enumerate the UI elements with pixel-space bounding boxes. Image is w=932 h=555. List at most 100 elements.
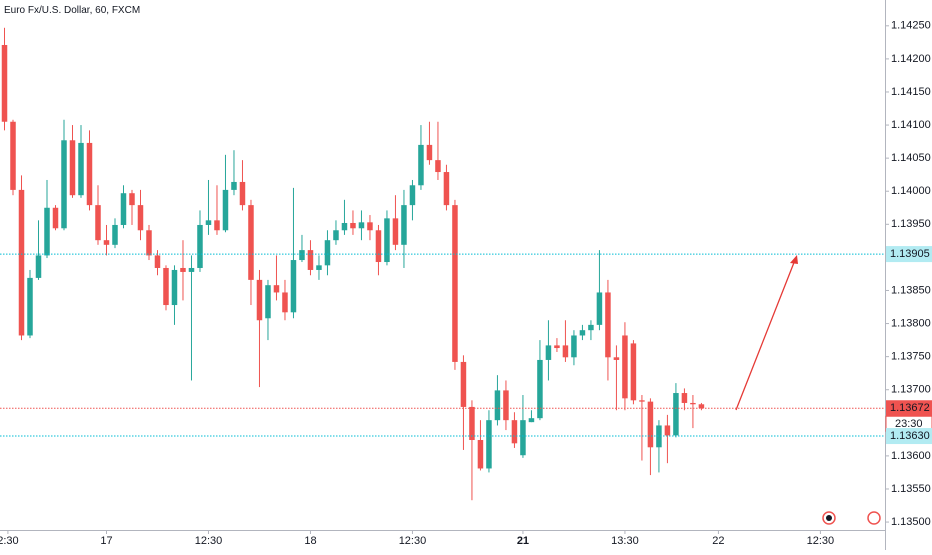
candle-body	[299, 250, 305, 261]
candle-body	[120, 193, 127, 225]
candle-body	[409, 185, 416, 206]
candle-body	[10, 121, 16, 190]
y-tick-label: 1.14150	[891, 86, 931, 98]
arrow-head	[790, 255, 798, 264]
candle-body	[324, 240, 331, 266]
event-icon-dot	[826, 515, 832, 521]
price-tag	[886, 400, 932, 417]
x-tick-label: 13:30	[611, 535, 639, 547]
candle-body	[333, 230, 339, 241]
candle-body	[681, 393, 688, 403]
candle-body	[129, 193, 135, 206]
candle-body	[647, 401, 654, 448]
candle-body	[656, 425, 662, 448]
price-tag-label: 1.13630	[890, 430, 930, 442]
candle-body	[188, 267, 195, 272]
y-tick-label: 1.13950	[891, 218, 931, 230]
candle-body	[545, 345, 552, 360]
candle-body	[690, 402, 696, 405]
candle-body	[146, 230, 152, 256]
candle-body	[452, 205, 458, 362]
x-tick-label: 2:30	[0, 535, 19, 547]
candle-body	[520, 420, 526, 456]
candle-body	[435, 160, 441, 173]
candle-body	[477, 440, 484, 469]
candle-body	[588, 324, 594, 331]
candle-body	[307, 250, 314, 270]
candle-body	[554, 345, 560, 349]
candle-body	[112, 224, 118, 245]
price-tag-label: 1.13672	[890, 402, 930, 414]
candle-body	[350, 222, 356, 229]
candle-body	[698, 404, 705, 409]
y-tick-label: 1.13800	[891, 317, 931, 329]
candle-body	[392, 218, 399, 245]
price-tag-label: 1.13905	[890, 248, 930, 260]
y-tick-label: 1.14050	[891, 152, 931, 164]
candle-body	[18, 189, 25, 336]
y-tick-label: 1.13550	[891, 483, 931, 495]
candle-body	[316, 265, 322, 270]
candle-body	[273, 285, 280, 293]
x-tick-label: 21	[517, 535, 529, 547]
candle-body	[443, 172, 450, 206]
candle-body	[61, 140, 67, 229]
candle-body	[469, 406, 475, 441]
candle-body	[418, 144, 424, 186]
candle-body	[426, 144, 433, 161]
x-tick-label: 17	[100, 535, 112, 547]
price-tag	[886, 428, 932, 445]
event-icon[interactable]	[822, 511, 836, 525]
candle-body	[537, 359, 543, 419]
candle-body	[401, 205, 407, 245]
candle-body	[205, 220, 212, 225]
y-tick-label: 1.14100	[891, 119, 931, 131]
candle-body	[265, 285, 271, 319]
candle-body	[248, 205, 254, 280]
candle-body	[27, 277, 33, 336]
event-icon[interactable]	[867, 511, 881, 525]
x-tick-label: 12:30	[807, 535, 835, 547]
candle-body	[95, 205, 101, 241]
candle-body	[197, 224, 203, 268]
y-tick-label: 1.13850	[891, 284, 931, 296]
candle-body	[78, 142, 84, 196]
price-tag	[886, 246, 932, 263]
y-tick-label: 1.13750	[891, 351, 931, 363]
countdown-label: 23:30	[895, 418, 923, 430]
trend-arrow	[735, 259, 796, 411]
y-tick-label: 1.13700	[891, 384, 931, 396]
candle-body	[222, 189, 229, 231]
candle-body	[35, 255, 42, 278]
candle-body	[622, 335, 628, 399]
x-tick-label: 12:30	[399, 535, 427, 547]
y-tick-label: 1.14000	[891, 185, 931, 197]
candle-body	[1, 44, 8, 122]
candle-body	[358, 222, 365, 229]
chart-title: Euro Fx/U.S. Dollar, 60, FXCM	[4, 5, 140, 16]
candle-body	[579, 330, 586, 336]
candle-body	[639, 400, 645, 402]
candle-body	[103, 240, 110, 245]
y-tick-label: 1.13500	[891, 516, 931, 528]
candle-body	[154, 255, 161, 268]
candle-body	[52, 207, 59, 229]
candle-body	[44, 207, 50, 256]
candle-body	[282, 292, 288, 313]
candle-body	[231, 181, 237, 190]
candle-body	[137, 205, 144, 231]
candle-body	[375, 230, 382, 263]
candle-body	[86, 142, 93, 206]
candle-body	[180, 267, 186, 272]
candle-body	[673, 393, 679, 436]
candle-body	[214, 220, 220, 231]
candle-body	[290, 260, 297, 313]
candle-body	[571, 335, 577, 358]
candle-body	[562, 345, 569, 358]
x-tick-label: 12:30	[195, 535, 223, 547]
candle-body	[664, 425, 671, 436]
candle-body	[596, 292, 603, 325]
